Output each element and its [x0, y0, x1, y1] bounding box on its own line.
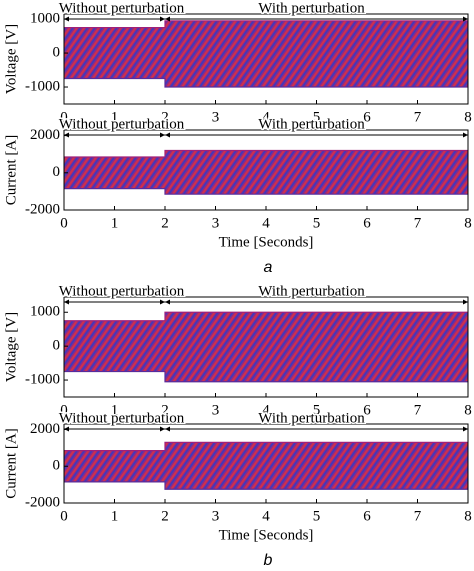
- annotation: With perturbation: [258, 116, 365, 132]
- y-tick-label: -1000: [25, 78, 60, 94]
- y-tick-label: -2000: [25, 494, 60, 510]
- y-axis-label: Current [A]: [3, 135, 19, 205]
- annotation: Without perturbation: [59, 283, 185, 299]
- y-axis-label: Voltage [V]: [3, 24, 19, 94]
- waveform-band: [64, 312, 468, 382]
- x-tick-label: 3: [212, 508, 220, 524]
- x-tick-label: 1: [111, 402, 119, 418]
- annotation: With perturbation: [258, 0, 365, 16]
- x-tick-label: 7: [414, 402, 422, 418]
- x-tick-label: 5: [313, 402, 321, 418]
- y-axis-label: Voltage [V]: [3, 312, 19, 382]
- x-axis-label: Time [Seconds]: [219, 527, 314, 543]
- y-tick-label: -1000: [25, 371, 60, 387]
- x-tick-label: 3: [212, 402, 220, 418]
- envelope-line: [64, 370, 468, 383]
- x-tick-label: 7: [414, 109, 422, 125]
- x-tick-label: 7: [414, 508, 422, 524]
- x-tick-label: 1: [111, 109, 119, 125]
- x-tick-label: 2: [161, 402, 169, 418]
- annotation: Without perturbation: [59, 410, 185, 426]
- x-tick-label: 5: [313, 508, 321, 524]
- caption: a: [264, 259, 273, 276]
- y-tick-label: 2000: [30, 421, 60, 437]
- annotation: With perturbation: [258, 410, 365, 426]
- x-tick-label: 3: [212, 215, 220, 231]
- x-tick-label: 2: [161, 508, 169, 524]
- envelope-line: [64, 149, 468, 158]
- y-tick-label: 0: [53, 44, 61, 60]
- x-tick-label: 4: [262, 402, 270, 418]
- envelope-line: [64, 188, 468, 195]
- x-tick-label: 6: [363, 215, 371, 231]
- x-tick-label: 0: [60, 109, 68, 125]
- y-axis-label: Current [A]: [3, 428, 19, 498]
- x-tick-label: 2: [161, 215, 169, 231]
- x-tick-label: 2: [161, 109, 169, 125]
- x-tick-label: 0: [60, 508, 68, 524]
- annotation: Without perturbation: [59, 116, 185, 132]
- y-tick-label: -2000: [25, 201, 60, 217]
- x-tick-label: 6: [363, 402, 371, 418]
- y-tick-label: 0: [53, 458, 61, 474]
- x-tick-label: 0: [60, 215, 68, 231]
- waveform-band: [64, 150, 468, 195]
- envelope-line: [64, 77, 468, 88]
- x-tick-label: 3: [212, 109, 220, 125]
- x-tick-label: 4: [262, 508, 270, 524]
- y-tick-label: 0: [53, 338, 61, 354]
- envelope-line: [64, 481, 468, 490]
- y-tick-label: 2000: [30, 127, 60, 143]
- x-tick-label: 8: [464, 402, 472, 418]
- x-tick-label: 6: [363, 109, 371, 125]
- x-tick-label: 7: [414, 215, 422, 231]
- annotation: With perturbation: [258, 283, 365, 299]
- x-tick-label: 5: [313, 215, 321, 231]
- caption: b: [264, 552, 273, 569]
- envelope-line: [64, 311, 468, 322]
- x-tick-label: 1: [111, 508, 119, 524]
- waveform-band: [64, 20, 468, 88]
- x-tick-label: 8: [464, 215, 472, 231]
- y-tick-label: 1000: [30, 11, 60, 27]
- envelope-line: [64, 20, 468, 29]
- x-tick-label: 1: [111, 215, 119, 231]
- x-tick-label: 8: [464, 508, 472, 524]
- x-tick-label: 4: [262, 215, 270, 231]
- x-tick-label: 4: [262, 109, 270, 125]
- x-axis-label: Time [Seconds]: [219, 234, 314, 250]
- y-tick-label: 1000: [30, 304, 60, 320]
- y-tick-label: 0: [53, 164, 61, 180]
- x-tick-label: 5: [313, 109, 321, 125]
- x-tick-label: 0: [60, 402, 68, 418]
- x-tick-label: 8: [464, 109, 472, 125]
- x-tick-label: 6: [363, 508, 371, 524]
- envelope-line: [64, 441, 468, 452]
- waveform-band: [64, 442, 468, 490]
- annotation: Without perturbation: [59, 0, 185, 16]
